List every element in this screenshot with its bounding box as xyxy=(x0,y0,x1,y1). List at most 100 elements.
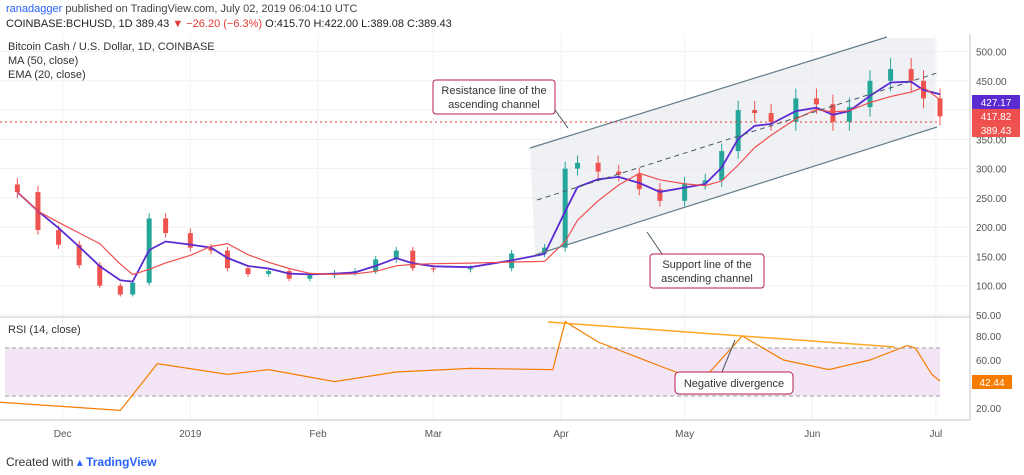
candle-body xyxy=(117,285,123,295)
candle-body xyxy=(14,184,20,193)
divergence-label: Negative divergence xyxy=(684,378,784,390)
candle-body xyxy=(187,233,193,248)
candle-body xyxy=(595,162,601,172)
time-tick-label: May xyxy=(675,429,694,440)
price-tag-ema: 427.17 xyxy=(972,95,1020,109)
price-tag-ma-text: 417.82 xyxy=(981,112,1012,123)
rsi-tick-label: 60.00 xyxy=(976,356,1001,367)
price-tag-last: 389.43 xyxy=(972,123,1020,137)
last-price: 389.43 xyxy=(135,18,170,30)
chart-title: Bitcoin Cash / U.S. Dollar, 1D, COINBASE xyxy=(8,41,215,53)
candle-body xyxy=(76,244,82,266)
candle-body xyxy=(575,162,581,169)
candle-body xyxy=(208,247,214,251)
header-bar: ranadagger published on TradingView.com,… xyxy=(0,0,1024,34)
ema-legend: EMA (20, close) xyxy=(8,69,86,81)
candle-body xyxy=(813,98,819,105)
price-chart[interactable]: Resistance line of the ascending channel… xyxy=(0,34,1024,454)
rsi-band xyxy=(5,348,940,396)
support-callout xyxy=(649,253,765,289)
candle-body xyxy=(430,268,436,270)
candle-body xyxy=(636,174,642,190)
ohlc-values: O:415.70 H:422.00 L:389.08 C:389.43 xyxy=(265,18,452,30)
price-change: ▼ −26.20 (−6.3%) xyxy=(172,18,263,30)
divergence-pointer xyxy=(721,339,736,373)
symbol-info: COINBASE:BCHUSD, 1D 389.43 ▼ −26.20 (−6.… xyxy=(6,18,452,30)
footer-brand[interactable]: TradingView xyxy=(86,455,157,469)
divergence-callout xyxy=(674,371,794,395)
time-tick-label: Jul xyxy=(929,429,942,440)
price-tick-label: 250.00 xyxy=(976,194,1007,205)
rsi-legend: RSI (14, close) xyxy=(8,324,81,336)
candle-body xyxy=(752,110,758,114)
support-label-2: ascending channel xyxy=(661,273,753,285)
candle-body xyxy=(937,98,943,117)
candle-body xyxy=(768,113,774,122)
support-pointer xyxy=(646,231,663,255)
candle-body xyxy=(245,268,251,275)
publish-info: ranadagger published on TradingView.com,… xyxy=(6,3,357,15)
price-tick-label: 200.00 xyxy=(976,223,1007,234)
price-tag-ema-text: 427.17 xyxy=(981,98,1012,109)
candle-body xyxy=(286,271,292,279)
rsi-tick-label: 80.00 xyxy=(976,332,1001,343)
resistance-line xyxy=(529,36,888,149)
candle-body xyxy=(793,98,799,122)
candle-body xyxy=(393,250,399,260)
resistance-pointer xyxy=(554,109,569,129)
rsi-line xyxy=(0,320,941,412)
price-tick-label: 150.00 xyxy=(976,252,1007,263)
publish-text: published on TradingView.com, July 02, 2… xyxy=(65,3,358,15)
support-line xyxy=(534,126,938,256)
symbol-label: COINBASE:BCHUSD, 1D xyxy=(6,18,133,30)
time-tick-label: Dec xyxy=(54,429,72,440)
candle-body xyxy=(467,268,473,270)
candle-body xyxy=(867,80,873,108)
candle-body xyxy=(908,69,914,81)
author-link[interactable]: ranadagger xyxy=(6,3,63,15)
resistance-callout xyxy=(432,79,556,115)
time-tick-label: Jun xyxy=(804,429,820,440)
tradingview-logo-icon: ▴ xyxy=(76,455,83,469)
price-tick-label: 100.00 xyxy=(976,282,1007,293)
candle-body xyxy=(542,247,548,254)
candle-body xyxy=(266,271,272,275)
support-label-1: Support line of the xyxy=(662,259,751,271)
channel-area xyxy=(530,38,935,255)
resistance-label-2: ascending channel xyxy=(448,99,540,111)
price-tick-label: 500.00 xyxy=(976,48,1007,59)
candle-body xyxy=(846,107,852,122)
time-tick-label: Apr xyxy=(553,429,569,440)
rsi-tag-text: 42.44 xyxy=(979,378,1004,389)
candle-body xyxy=(616,171,622,175)
time-tick-label: Mar xyxy=(425,429,443,440)
candle-body xyxy=(130,282,136,295)
footer-prefix: Created with xyxy=(6,455,74,469)
candle-body xyxy=(97,265,103,286)
candle-body xyxy=(56,230,62,245)
price-tag-last-text: 389.43 xyxy=(981,126,1012,137)
candle-body xyxy=(307,275,313,279)
resistance-label-1: Resistance line of the xyxy=(441,85,546,97)
time-axis-ticks: Dec 2019 Feb Mar Apr May Jun Jul xyxy=(54,429,943,440)
candle-body xyxy=(562,168,568,248)
candle-body xyxy=(830,104,836,122)
price-tag-ma: 417.82 xyxy=(972,109,1020,123)
time-tick-label: Feb xyxy=(309,429,327,440)
rsi-tick-label: 20.00 xyxy=(976,404,1001,415)
candle-body xyxy=(682,183,688,201)
price-tick-label: 50.00 xyxy=(976,311,1001,322)
divergence-line xyxy=(547,321,896,348)
rsi-tag: 42.44 xyxy=(972,375,1012,389)
candle-body xyxy=(888,69,894,81)
price-tick-label: 300.00 xyxy=(976,165,1007,176)
ma-legend: MA (50, close) xyxy=(8,55,78,67)
price-tick-label: 450.00 xyxy=(976,77,1007,88)
price-tick-label: 350.00 xyxy=(976,135,1007,146)
ma-50-line xyxy=(16,80,941,283)
candle-body xyxy=(224,250,230,269)
candle-body xyxy=(657,189,663,201)
candle-body xyxy=(735,110,741,152)
time-tick-label: 2019 xyxy=(179,429,202,440)
candle-body xyxy=(410,250,416,269)
